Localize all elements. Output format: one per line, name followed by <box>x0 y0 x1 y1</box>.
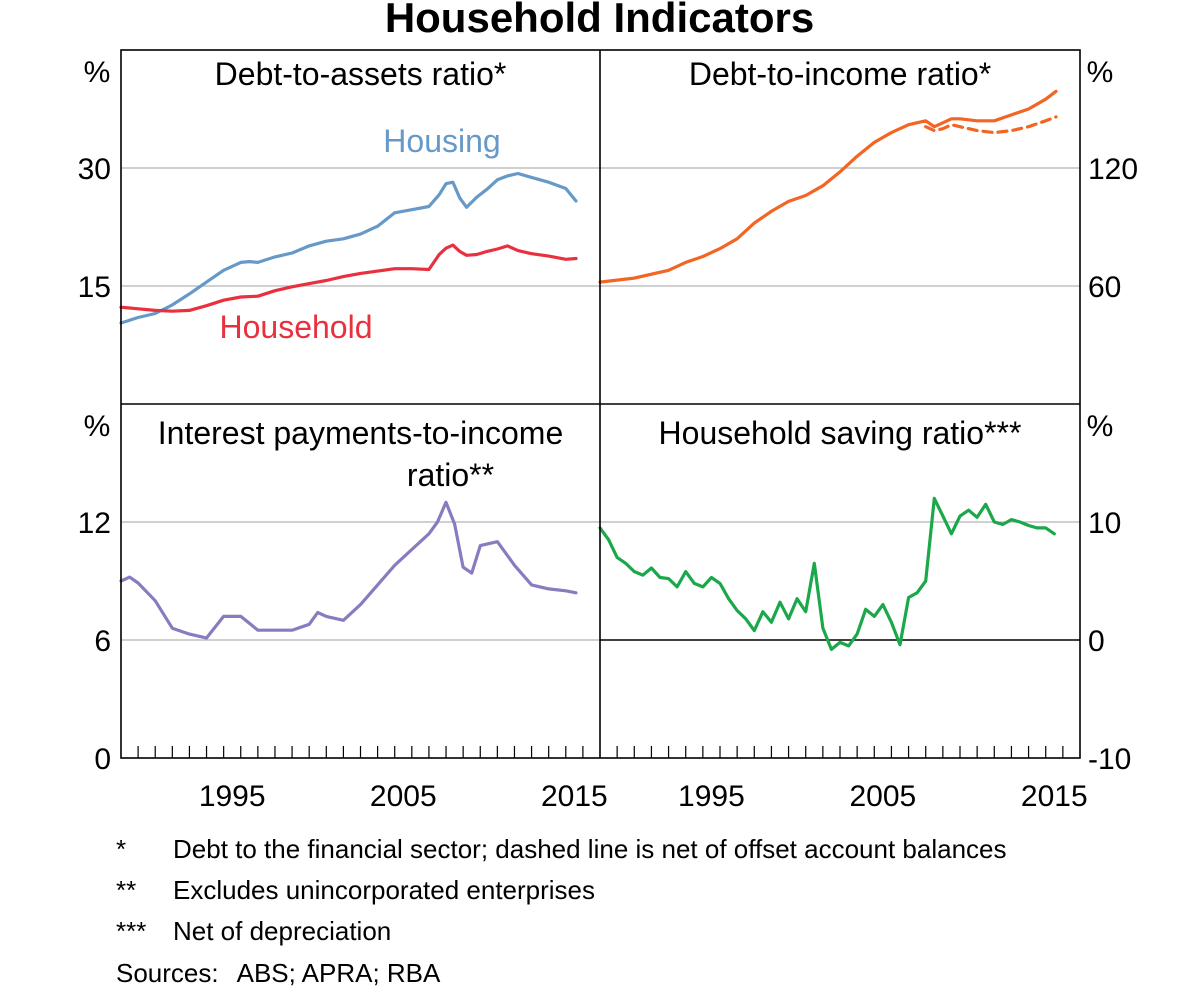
series-label-household: Household <box>220 309 373 345</box>
x-tick-label-3-2005: 2005 <box>370 780 437 813</box>
y-tick-label-3-0: 0 <box>94 743 111 776</box>
y-tick-label-4-10: 10 <box>1088 507 1121 540</box>
y-tick-label-2-120: 120 <box>1088 153 1138 186</box>
y-tick-label-2-60: 60 <box>1088 271 1121 304</box>
panel-title-interest-payments: Interest payments-to-income ratio** <box>158 415 564 493</box>
unit-label-2: % <box>1087 56 1114 89</box>
footnote-2: ** Excludes unincorporated enterprises <box>116 875 595 906</box>
y-tick-label-1-15: 15 <box>78 271 111 304</box>
y-tick-label-3-12: 12 <box>78 507 111 540</box>
series-label-housing: Housing <box>383 123 500 159</box>
y-tick-label-4-0: 0 <box>1088 625 1105 658</box>
panel-title-interest-line-2: ratio** <box>407 457 494 493</box>
footnote-1: * Debt to the financial sector; dashed li… <box>116 834 1007 865</box>
panel-title-interest-line-1: Interest payments-to-income <box>158 415 564 451</box>
series-line-2-2 <box>924 115 1058 135</box>
sources-label: Sources: <box>116 958 219 988</box>
sources: Sources: ABS; APRA; RBA <box>116 958 440 989</box>
x-tick-label-3-1995: 1995 <box>199 780 266 813</box>
series-line-4-1 <box>598 496 1056 652</box>
unit-label-4: % <box>1087 410 1114 443</box>
footnote-3-text: Net of depreciation <box>173 916 392 946</box>
series-line-1-2 <box>119 243 578 313</box>
x-tick-label-3-2015: 2015 <box>541 780 608 813</box>
x-tick-label-4-1995: 1995 <box>678 780 745 813</box>
y-tick-label-1-30: 30 <box>78 153 111 186</box>
sources-text: ABS; APRA; RBA <box>236 958 441 988</box>
footnote-3: *** Net of depreciation <box>116 916 391 947</box>
footnote-3-mark: *** <box>116 916 147 946</box>
panel-title-household-saving: Household saving ratio*** <box>659 415 1022 451</box>
footnote-2-text: Excludes unincorporated enterprises <box>173 875 596 905</box>
footnote-2-mark: ** <box>116 875 137 905</box>
y-tick-label-4--10: -10 <box>1088 743 1131 776</box>
x-tick-label-4-2005: 2005 <box>849 780 916 813</box>
y-tick-label-3-6: 6 <box>94 625 111 658</box>
footnote-1-mark: * <box>116 834 127 864</box>
series-line-3-1 <box>119 500 578 640</box>
panel-title-debt-to-assets: Debt-to-assets ratio* <box>215 56 507 92</box>
footnote-1-text: Debt to the financial sector; dashed lin… <box>173 834 1007 864</box>
series-line-2-1 <box>598 89 1058 284</box>
unit-label-3: % <box>84 410 111 443</box>
series-line-1-1 <box>119 171 578 325</box>
chart-title: Household Indicators <box>384 0 815 41</box>
x-tick-label-4-2015: 2015 <box>1021 780 1088 813</box>
unit-label-1: % <box>84 56 111 89</box>
panel-title-debt-to-income: Debt-to-income ratio* <box>689 56 991 92</box>
